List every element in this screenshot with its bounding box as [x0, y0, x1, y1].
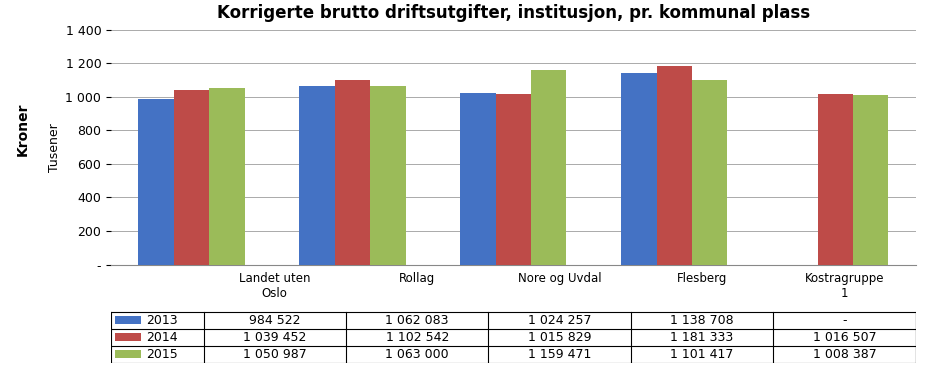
Text: 1 050 987: 1 050 987: [243, 347, 307, 361]
Text: 1 102 542: 1 102 542: [386, 331, 449, 344]
Text: 2014: 2014: [146, 331, 178, 344]
Bar: [692, 80, 727, 265]
Text: Kostragruppe
1: Kostragruppe 1: [805, 272, 884, 299]
Bar: [531, 70, 566, 265]
Bar: [335, 80, 370, 265]
Text: 1 138 708: 1 138 708: [671, 314, 734, 327]
Text: 1 015 829: 1 015 829: [528, 331, 591, 344]
Bar: [496, 94, 531, 265]
Text: 1 159 471: 1 159 471: [528, 347, 591, 361]
Text: 2015: 2015: [146, 347, 178, 361]
Text: 984 522: 984 522: [249, 314, 301, 327]
Y-axis label: Tusener: Tusener: [48, 123, 61, 172]
Text: 1 101 417: 1 101 417: [671, 347, 734, 361]
Bar: [209, 88, 244, 265]
Bar: [115, 316, 141, 324]
Text: Rollag: Rollag: [399, 272, 436, 285]
Text: 2013: 2013: [146, 314, 178, 327]
Text: 1 063 000: 1 063 000: [386, 347, 449, 361]
Text: Landet uten
Oslo: Landet uten Oslo: [239, 272, 311, 299]
Text: 1 008 387: 1 008 387: [813, 347, 876, 361]
Text: 1 016 507: 1 016 507: [813, 331, 876, 344]
Text: 1 039 452: 1 039 452: [243, 331, 306, 344]
Text: Kroner: Kroner: [16, 103, 31, 156]
Bar: [461, 93, 496, 265]
Bar: [139, 100, 174, 265]
Text: 1 062 083: 1 062 083: [386, 314, 449, 327]
Bar: [300, 86, 335, 265]
Bar: [370, 86, 405, 265]
Text: 1 181 333: 1 181 333: [671, 331, 734, 344]
Bar: [853, 95, 888, 265]
Text: -: -: [843, 314, 846, 327]
Bar: [657, 66, 692, 265]
Bar: [115, 333, 141, 341]
Bar: [622, 74, 657, 265]
Text: Nore og Uvdal: Nore og Uvdal: [518, 272, 601, 285]
Bar: [818, 94, 853, 265]
Text: Flesberg: Flesberg: [677, 272, 727, 285]
Text: 1 024 257: 1 024 257: [528, 314, 591, 327]
Title: Korrigerte brutto driftsutgifter, institusjon, pr. kommunal plass: Korrigerte brutto driftsutgifter, instit…: [216, 4, 810, 23]
Bar: [174, 90, 209, 265]
Bar: [115, 350, 141, 358]
